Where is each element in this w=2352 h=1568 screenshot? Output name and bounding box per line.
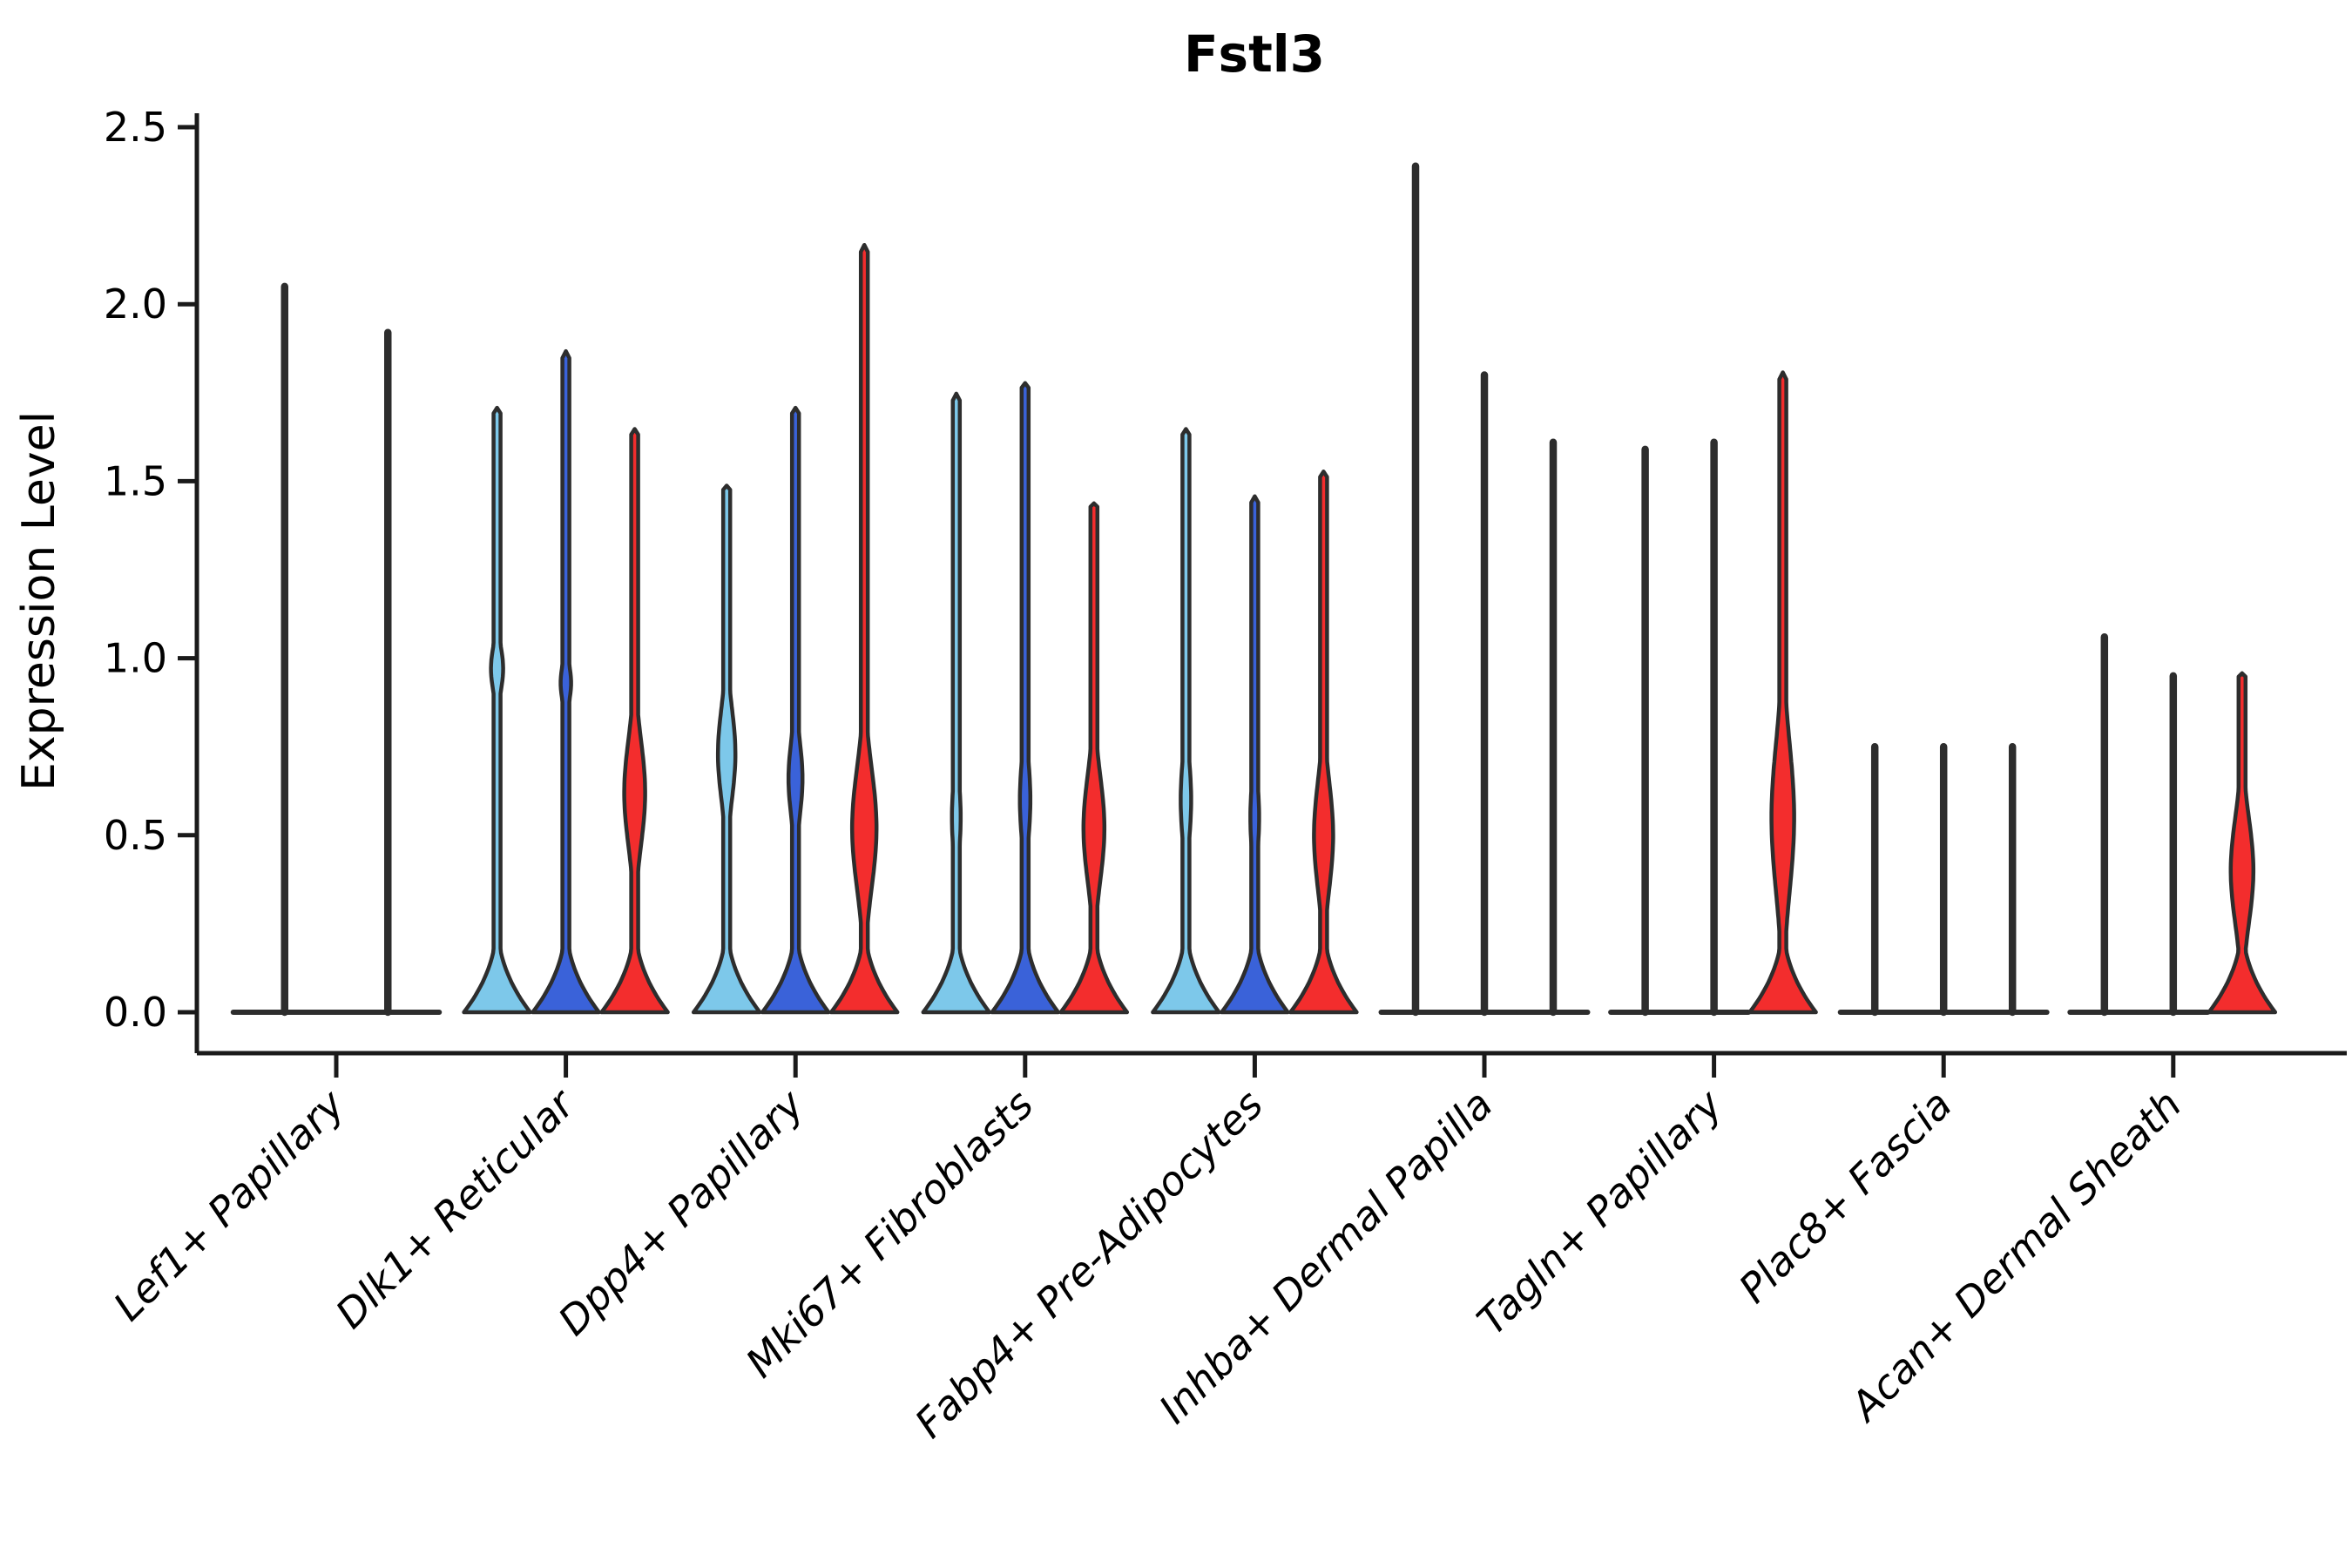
y-tick-label: 2.0 (104, 280, 167, 328)
y-axis-label: Expression Level (13, 411, 65, 791)
violin-red (1747, 370, 1818, 1015)
y-tick-label: 2.5 (104, 104, 167, 151)
y-tick-label: 0.0 (104, 989, 167, 1036)
violin-dark_blue (990, 381, 1061, 1015)
violin-red (1288, 470, 1359, 1015)
y-tick-label: 1.0 (104, 635, 167, 682)
violin-dark_blue (760, 405, 831, 1015)
violin-light_blue (1151, 427, 1221, 1015)
chart-title: Fstl3 (1184, 24, 1325, 84)
x-tick-label: Tagln+ Papillary (1468, 1080, 1732, 1344)
violin-red (599, 427, 670, 1015)
violin-red (2207, 671, 2278, 1015)
violin-dark_blue (531, 348, 601, 1015)
y-tick-label: 0.5 (104, 812, 167, 859)
axes: 0.0 0.5 1.0 1.5 2.0 2.5 (104, 104, 2347, 1078)
violin-red (1058, 501, 1130, 1015)
violins-layer (230, 162, 2278, 1017)
violin-light_blue (462, 405, 532, 1015)
x-tick-label: Plac8+ Fascia (1730, 1081, 1961, 1312)
violin-red (828, 242, 900, 1015)
violin-light_blue (921, 391, 992, 1015)
y-tick-label: 1.5 (104, 457, 167, 504)
x-tick-label: Dpp4+ Papillary (549, 1080, 813, 1344)
x-tick-label: Dlk1+ Reticular (327, 1078, 585, 1337)
violin-dark_blue (1220, 494, 1290, 1015)
violin-light_blue (691, 483, 762, 1015)
x-tick-label: Lef1+ Papillary (105, 1080, 354, 1329)
